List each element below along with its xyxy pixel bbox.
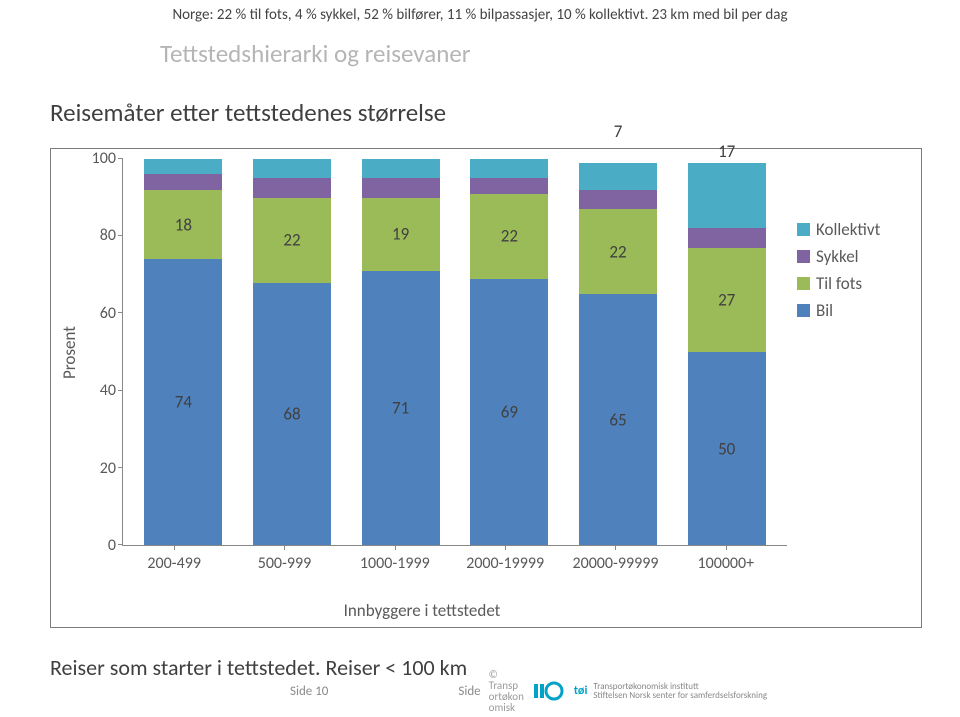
subtitle: Tettstedshierarki og reisevaner [0, 38, 960, 69]
bar-segment [470, 178, 548, 193]
bar-segment: 19 [362, 198, 440, 271]
footer: Side 10 Side ©Transportøkonomisk tøi Tra… [0, 669, 960, 713]
bar-segment: 22 [579, 209, 657, 294]
bar-segment: 50 [688, 352, 766, 545]
legend: Kollektivt Sykkel Til fots Bil [787, 159, 915, 621]
legend-swatch [797, 223, 810, 236]
bar: 68 22 [253, 159, 331, 545]
y-ticks: 020406080100 [82, 159, 122, 546]
value-label: 22 [501, 226, 518, 247]
page-number-b: Side [458, 684, 480, 699]
toi-logo-icon [534, 681, 568, 701]
bar-segment: 69 [470, 279, 548, 545]
legend-swatch [797, 277, 810, 290]
y-axis-label: Prosent [57, 159, 82, 546]
x-tick: 200-499 [119, 546, 229, 596]
value-label: 50 [718, 438, 735, 459]
bar-segment: 27 [688, 248, 766, 352]
bar: 65 22 57 [579, 159, 657, 545]
bar-segment: 5 [579, 190, 657, 209]
bar-segment [144, 159, 222, 174]
bar-segment: 71 [362, 271, 440, 545]
bar-segment: 7 [579, 163, 657, 190]
plot-area: 74186822711969226522575027517 [122, 159, 787, 546]
copyright-snippet: ©Transportøkonomisk [489, 669, 524, 713]
topline-text: Norge: 22 % til fots, 4 % sykkel, 52 % b… [0, 0, 960, 24]
value-label: 71 [392, 397, 409, 418]
x-axis-label: Innbyggere i tettstedet [57, 596, 787, 621]
value-label: 7 [614, 121, 623, 142]
page-title: Reisemåter etter tettstedenes størrelse [0, 97, 960, 128]
bar-segment: 65 [579, 294, 657, 545]
bar-segment: 18 [144, 190, 222, 259]
bar-segment: 68 [253, 283, 331, 545]
x-tick: 100000+ [671, 546, 781, 596]
bar-segment: 17 [688, 163, 766, 229]
page-number-a: Side 10 [290, 684, 328, 699]
bar: 50 27 517 [688, 159, 766, 545]
legend-label: Til fots [816, 273, 862, 294]
bar-segment: 22 [470, 194, 548, 279]
bar-segment [253, 178, 331, 197]
legend-swatch [797, 304, 810, 317]
legend-label: Sykkel [816, 246, 859, 267]
bar-segment: 74 [144, 259, 222, 545]
bar-segment: 5 [688, 228, 766, 247]
legend-swatch [797, 250, 810, 263]
legend-label: Bil [816, 300, 833, 321]
value-label: 17 [718, 141, 735, 162]
value-label: 69 [501, 401, 518, 422]
legend-item: Sykkel [797, 246, 915, 267]
toi-logo: tøi Transportøkonomisk institutt Stiftel… [534, 681, 767, 701]
x-ticks: 200-499500-9991000-19992000-1999920000-9… [113, 546, 787, 596]
x-tick: 500-999 [229, 546, 339, 596]
value-label: 74 [175, 392, 192, 413]
bar: 71 19 [362, 159, 440, 545]
x-tick: 2000-19999 [450, 546, 560, 596]
value-label: 22 [283, 230, 300, 251]
value-label: 68 [283, 403, 300, 424]
bar-segment [362, 159, 440, 178]
bar-segment [253, 159, 331, 178]
bar-segment [362, 178, 440, 197]
bar: 69 22 [470, 159, 548, 545]
value-label: 27 [718, 289, 735, 310]
value-label: 19 [392, 224, 409, 245]
x-tick: 20000-99999 [560, 546, 670, 596]
value-label: 18 [175, 214, 192, 235]
legend-item: Bil [797, 300, 915, 321]
bar-segment: 22 [253, 198, 331, 283]
bar-segment [470, 159, 548, 178]
legend-item: Kollektivt [797, 219, 915, 240]
value-label: 65 [609, 409, 626, 430]
bar-segment [144, 174, 222, 189]
bar: 74 18 [144, 159, 222, 545]
chart-container: Prosent 020406080100 74 18 68 22 71 19 69 22 65 2… [50, 148, 922, 628]
value-label: 22 [609, 241, 626, 262]
x-tick: 1000-1999 [340, 546, 450, 596]
logo-brand: tøi [574, 684, 588, 698]
legend-label: Kollektivt [816, 219, 880, 240]
logo-sub2: Stiftelsen Norsk senter for samferdselsf… [593, 691, 767, 700]
legend-item: Til fots [797, 273, 915, 294]
